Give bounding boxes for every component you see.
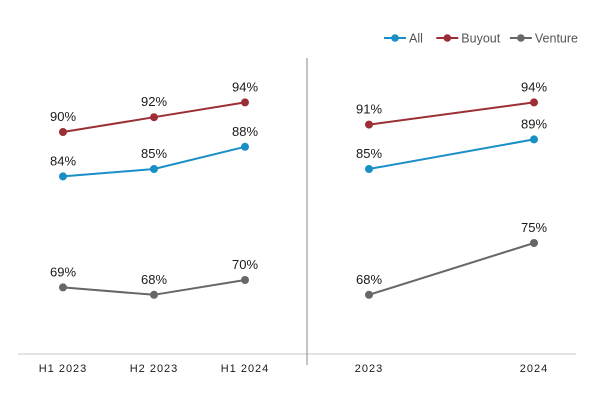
data-label-all-h1-2023: 84% [50, 153, 76, 168]
data-point-venture-2023 [365, 290, 373, 299]
legend-label-venture: Venture [535, 32, 578, 46]
x-tick-label-2024: 2024 [520, 363, 548, 375]
x-tick-label-h1-2023: H1 2023 [39, 363, 88, 375]
data-point-venture-h1-2023 [59, 283, 67, 292]
data-label-buyout-h2-2023: 92% [141, 94, 167, 109]
data-label-venture-h1-2024: 70% [232, 257, 258, 272]
data-label-buyout-2024: 94% [521, 79, 547, 94]
data-point-all-h1-2023 [59, 172, 67, 181]
data-point-buyout-2023 [365, 120, 373, 129]
data-label-all-h2-2023: 85% [141, 146, 167, 161]
x-tick-label-2023: 2023 [355, 363, 383, 375]
data-point-venture-h2-2023 [150, 290, 158, 299]
legend-marker-venture [517, 34, 525, 42]
x-tick-label-h2-2023: H2 2023 [130, 363, 179, 375]
legend: All Buyout Venture [384, 32, 578, 46]
data-point-venture-2024 [530, 239, 538, 247]
data-label-buyout-h1-2023: 90% [50, 109, 76, 124]
x-tick-label-h1-2024: H1 2024 [221, 363, 270, 375]
data-point-buyout-h2-2023 [150, 113, 158, 122]
legend-label-buyout: Buyout [461, 32, 500, 46]
data-point-venture-h1-2024 [241, 276, 249, 284]
legend-marker-all [391, 34, 399, 42]
data-label-venture-2023: 68% [356, 272, 382, 287]
data-label-all-h1-2024: 88% [232, 124, 258, 139]
series-line-buyout-right [368, 101, 535, 126]
data-label-buyout-2023: 91% [356, 102, 382, 117]
data-label-all-2024: 89% [521, 116, 547, 131]
series-line-all-right [368, 138, 535, 170]
data-point-buyout-h1-2024 [241, 98, 249, 107]
data-point-buyout-2024 [530, 98, 538, 107]
legend-label-all: All [409, 32, 423, 46]
legend-marker-buyout [443, 34, 452, 42]
data-point-all-2024 [530, 135, 538, 144]
data-label-venture-2024: 75% [521, 220, 547, 235]
series-line-venture-right [368, 242, 535, 296]
data-label-all-2023: 85% [356, 146, 382, 161]
data-label-venture-h1-2023: 69% [50, 264, 76, 279]
data-point-buyout-h1-2023 [59, 128, 67, 136]
data-label-venture-h2-2023: 68% [141, 272, 167, 287]
data-point-all-h1-2024 [241, 142, 249, 151]
plot-area: H1 2023 H2 2023 H1 2024 84% 85% 88% 90% 92% 94% 6… [39, 79, 548, 375]
data-point-all-h2-2023 [150, 165, 158, 173]
data-point-all-2023 [365, 165, 373, 173]
data-label-buyout-h1-2024: 94% [232, 79, 258, 94]
